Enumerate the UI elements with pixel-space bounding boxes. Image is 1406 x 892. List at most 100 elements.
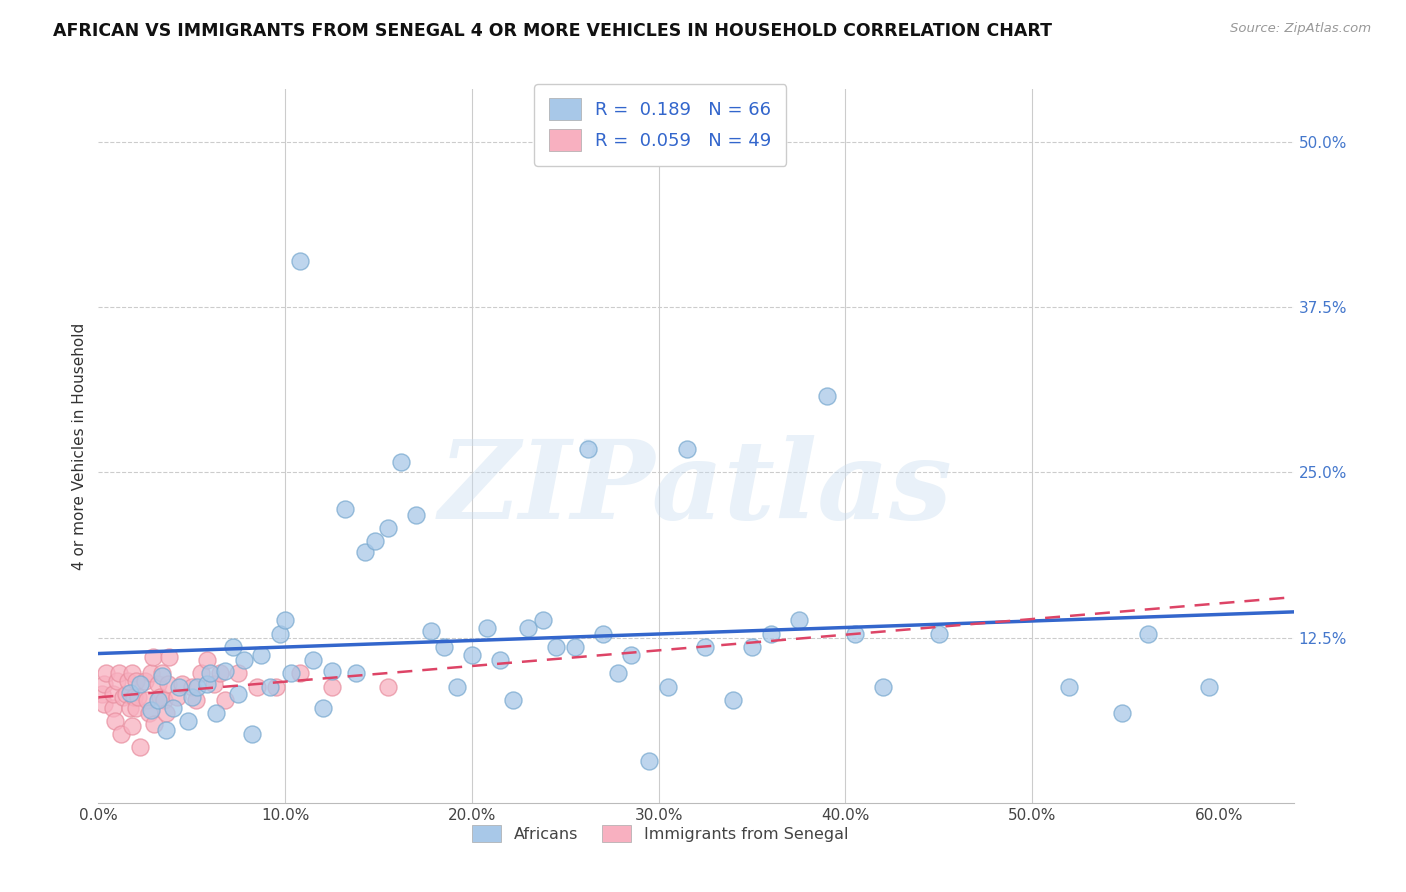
Point — [205, 706, 228, 720]
Point — [389, 455, 412, 469]
Point — [274, 614, 297, 628]
Point — [127, 690, 149, 704]
Point — [544, 640, 567, 654]
Point — [91, 688, 114, 702]
Point — [110, 727, 132, 741]
Point — [433, 640, 456, 654]
Point — [228, 688, 250, 702]
Point — [103, 688, 125, 702]
Point — [195, 653, 218, 667]
Point — [1198, 680, 1220, 694]
Point — [1059, 680, 1081, 694]
Legend: Africans, Immigrants from Senegal: Africans, Immigrants from Senegal — [465, 818, 855, 848]
Point — [195, 677, 218, 691]
Point — [180, 680, 202, 694]
Point — [125, 674, 148, 689]
Point — [354, 545, 377, 559]
Point — [759, 626, 782, 640]
Point — [148, 692, 170, 706]
Point — [94, 666, 117, 681]
Point — [259, 680, 281, 694]
Point — [142, 650, 165, 665]
Point — [228, 666, 250, 681]
Point — [138, 706, 160, 720]
Point — [150, 669, 173, 683]
Point — [184, 692, 207, 706]
Point — [139, 666, 162, 681]
Point — [155, 706, 177, 720]
Point — [172, 677, 194, 691]
Point — [1136, 626, 1159, 640]
Point — [200, 666, 222, 681]
Point — [148, 677, 170, 691]
Point — [531, 614, 554, 628]
Point — [657, 680, 679, 694]
Point — [240, 727, 263, 741]
Point — [815, 389, 838, 403]
Point — [152, 692, 174, 706]
Point — [157, 650, 180, 665]
Point — [405, 508, 427, 522]
Point — [675, 442, 697, 456]
Point — [1111, 706, 1133, 720]
Point — [128, 677, 150, 691]
Point — [125, 700, 148, 714]
Point — [143, 716, 166, 731]
Point — [108, 666, 131, 681]
Point — [134, 674, 156, 689]
Point — [222, 640, 245, 654]
Point — [592, 626, 614, 640]
Point — [269, 626, 291, 640]
Point — [364, 534, 387, 549]
Point — [344, 666, 367, 681]
Point — [288, 254, 311, 268]
Point — [377, 521, 399, 535]
Point — [128, 740, 150, 755]
Point — [723, 692, 745, 706]
Point — [122, 690, 145, 704]
Point — [502, 692, 524, 706]
Point — [250, 648, 273, 662]
Point — [156, 677, 179, 691]
Point — [620, 648, 643, 662]
Point — [638, 754, 661, 768]
Point — [121, 719, 143, 733]
Point — [311, 700, 333, 714]
Point — [105, 674, 128, 689]
Point — [162, 700, 184, 714]
Point — [302, 653, 325, 667]
Point — [787, 614, 810, 628]
Point — [321, 664, 343, 678]
Point — [121, 666, 143, 681]
Point — [377, 680, 399, 694]
Point — [280, 666, 302, 681]
Point — [233, 653, 256, 667]
Point — [489, 653, 512, 667]
Point — [149, 690, 172, 704]
Point — [246, 680, 269, 694]
Text: Source: ZipAtlas.com: Source: ZipAtlas.com — [1230, 22, 1371, 36]
Point — [576, 442, 599, 456]
Point — [186, 680, 208, 694]
Y-axis label: 4 or more Vehicles in Household: 4 or more Vehicles in Household — [72, 322, 87, 570]
Point — [117, 674, 139, 689]
Point — [202, 677, 225, 691]
Point — [93, 677, 115, 691]
Point — [419, 624, 441, 638]
Point — [190, 666, 212, 681]
Point — [177, 714, 200, 728]
Point — [104, 714, 127, 728]
Point — [516, 621, 538, 635]
Point — [844, 626, 866, 640]
Point — [155, 723, 177, 738]
Point — [208, 666, 231, 681]
Point — [167, 680, 190, 694]
Point — [288, 666, 311, 681]
Point — [103, 700, 125, 714]
Point — [93, 697, 115, 711]
Point — [475, 621, 498, 635]
Point — [150, 666, 173, 681]
Text: ZIPatlas: ZIPatlas — [439, 435, 953, 542]
Point — [120, 686, 142, 700]
Point — [214, 692, 236, 706]
